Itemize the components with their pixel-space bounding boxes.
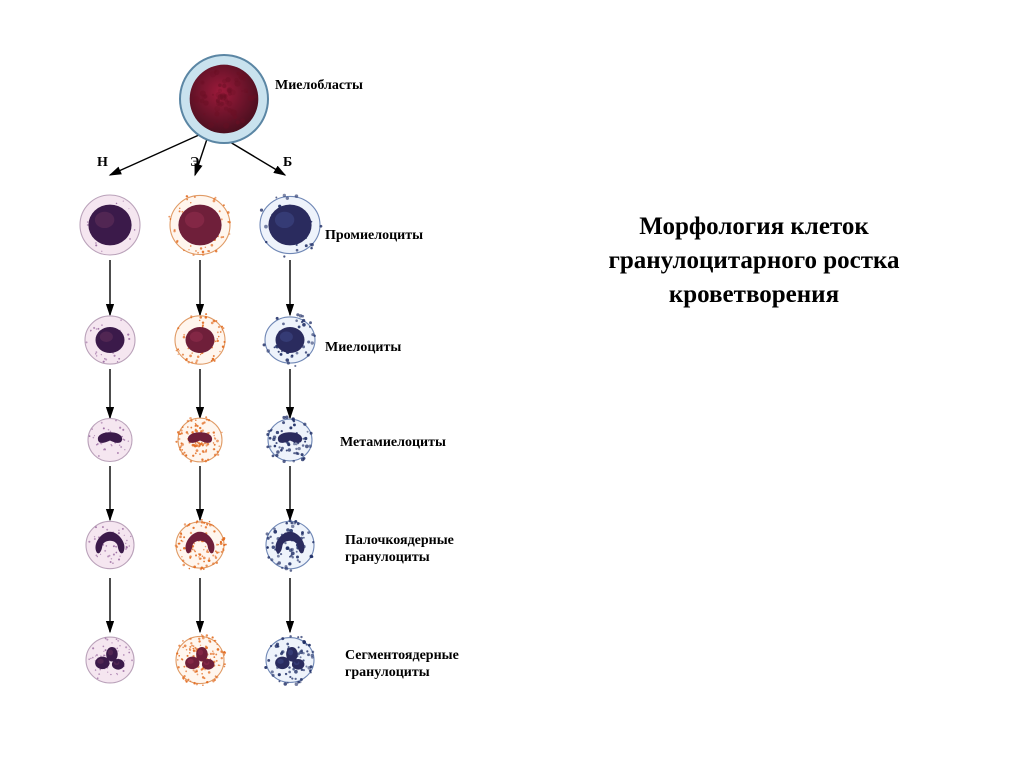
cell-neutrophil-stage-0 (71, 186, 149, 264)
arrows-layer (0, 0, 1024, 767)
cell-basophil-stage-4 (257, 627, 323, 693)
cell-eosinophil-stage-4 (167, 627, 233, 693)
cell-basophil-stage-2 (259, 409, 321, 471)
cell-neutrophil-stage-2 (79, 409, 141, 471)
cell-eosinophil-stage-1 (166, 306, 234, 374)
cell-basophil-stage-1 (256, 306, 324, 374)
cell-neutrophil-stage-1 (76, 306, 144, 374)
cell-eosinophil-stage-0 (161, 186, 239, 264)
cell-basophil-stage-3 (257, 512, 323, 578)
cell-basophil-stage-0 (251, 186, 329, 264)
cell-eosinophil-stage-3 (167, 512, 233, 578)
cell-neutrophil-stage-3 (77, 512, 143, 578)
cell-eosinophil-stage-2 (169, 409, 231, 471)
cell-neutrophil-stage-4 (77, 627, 143, 693)
cell-myeloblast (174, 49, 274, 149)
